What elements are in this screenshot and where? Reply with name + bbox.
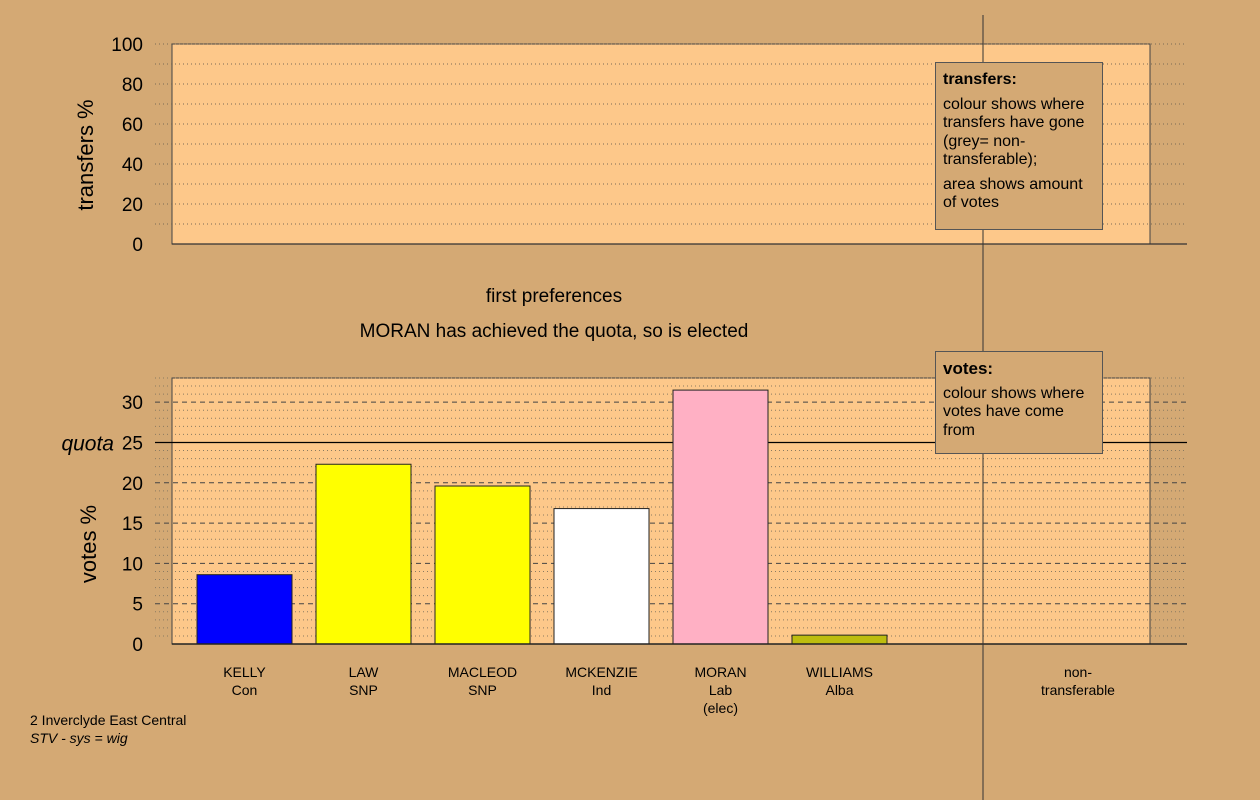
status-message: MORAN has achieved the quota, so is elec… xyxy=(359,321,749,342)
candidate-name-label: LAW xyxy=(349,664,380,680)
transfers-legend-text-1: colour shows where transfers have gone (… xyxy=(943,95,1085,169)
votes-legend-text: colour shows where votes have come from xyxy=(943,384,1085,439)
stage-title: first preferences xyxy=(485,286,623,307)
ward-name: 2 Inverclyde East Central xyxy=(30,712,187,728)
candidate-party-label: Alba xyxy=(825,682,853,698)
votes-y-tick-label: 10 xyxy=(122,554,143,575)
transfers-y-tick-label: 40 xyxy=(122,155,143,176)
votes-legend-title: votes: xyxy=(943,359,994,378)
candidate-status-label: (elec) xyxy=(703,700,738,716)
transfers-legend-text-2: area shows amount of votes xyxy=(943,175,1083,212)
bar-mckenzie xyxy=(553,508,650,645)
candidate-party-label: SNP xyxy=(349,682,378,698)
transfers-y-tick-label: 20 xyxy=(122,195,143,216)
candidate-name-label: MACLEOD xyxy=(448,664,517,680)
quota-label: quota xyxy=(61,432,114,455)
bar-macleod xyxy=(434,485,531,645)
votes-y-tick-label: 5 xyxy=(132,595,143,616)
votes-y-tick-label: 30 xyxy=(122,393,143,414)
candidate-name-label: MORAN xyxy=(694,664,746,680)
non-transferable-label: transferable xyxy=(1041,682,1115,698)
transfers-y-tick-label: 80 xyxy=(122,75,143,96)
candidate-party-label: Lab xyxy=(709,682,733,698)
non-transferable-label: non- xyxy=(1064,664,1092,680)
votes-y-tick-label: 25 xyxy=(122,433,143,454)
bar-kelly xyxy=(196,574,293,645)
candidate-name-label: MCKENZIE xyxy=(565,664,637,680)
votes-y-axis-label: votes % xyxy=(76,504,101,584)
candidate-party-label: SNP xyxy=(468,682,497,698)
transfers-y-axis-label: transfers % xyxy=(73,99,98,211)
transfers-legend-title: transfers: xyxy=(943,71,1017,88)
transfers-y-tick-label: 0 xyxy=(132,235,143,256)
bar-moran xyxy=(672,389,769,645)
candidate-name-label: KELLY xyxy=(223,664,266,680)
candidate-party-label: Con xyxy=(232,682,258,698)
votes-legend: votes: colour shows where votes have com… xyxy=(935,351,1103,454)
votes-y-tick-label: 0 xyxy=(132,635,143,656)
candidate-name-label: WILLIAMS xyxy=(806,664,873,680)
candidate-party-label: Ind xyxy=(592,682,611,698)
votes-y-tick-label: 15 xyxy=(122,514,143,535)
bar-williams xyxy=(791,634,888,645)
transfers-legend: transfers: colour shows where transfers … xyxy=(935,62,1103,230)
transfers-y-tick-label: 100 xyxy=(111,35,143,56)
bar-law xyxy=(315,463,412,645)
transfers-y-tick-label: 60 xyxy=(122,115,143,136)
votes-y-tick-label: 20 xyxy=(122,474,143,495)
voting-system: STV - sys = wig xyxy=(30,730,128,746)
